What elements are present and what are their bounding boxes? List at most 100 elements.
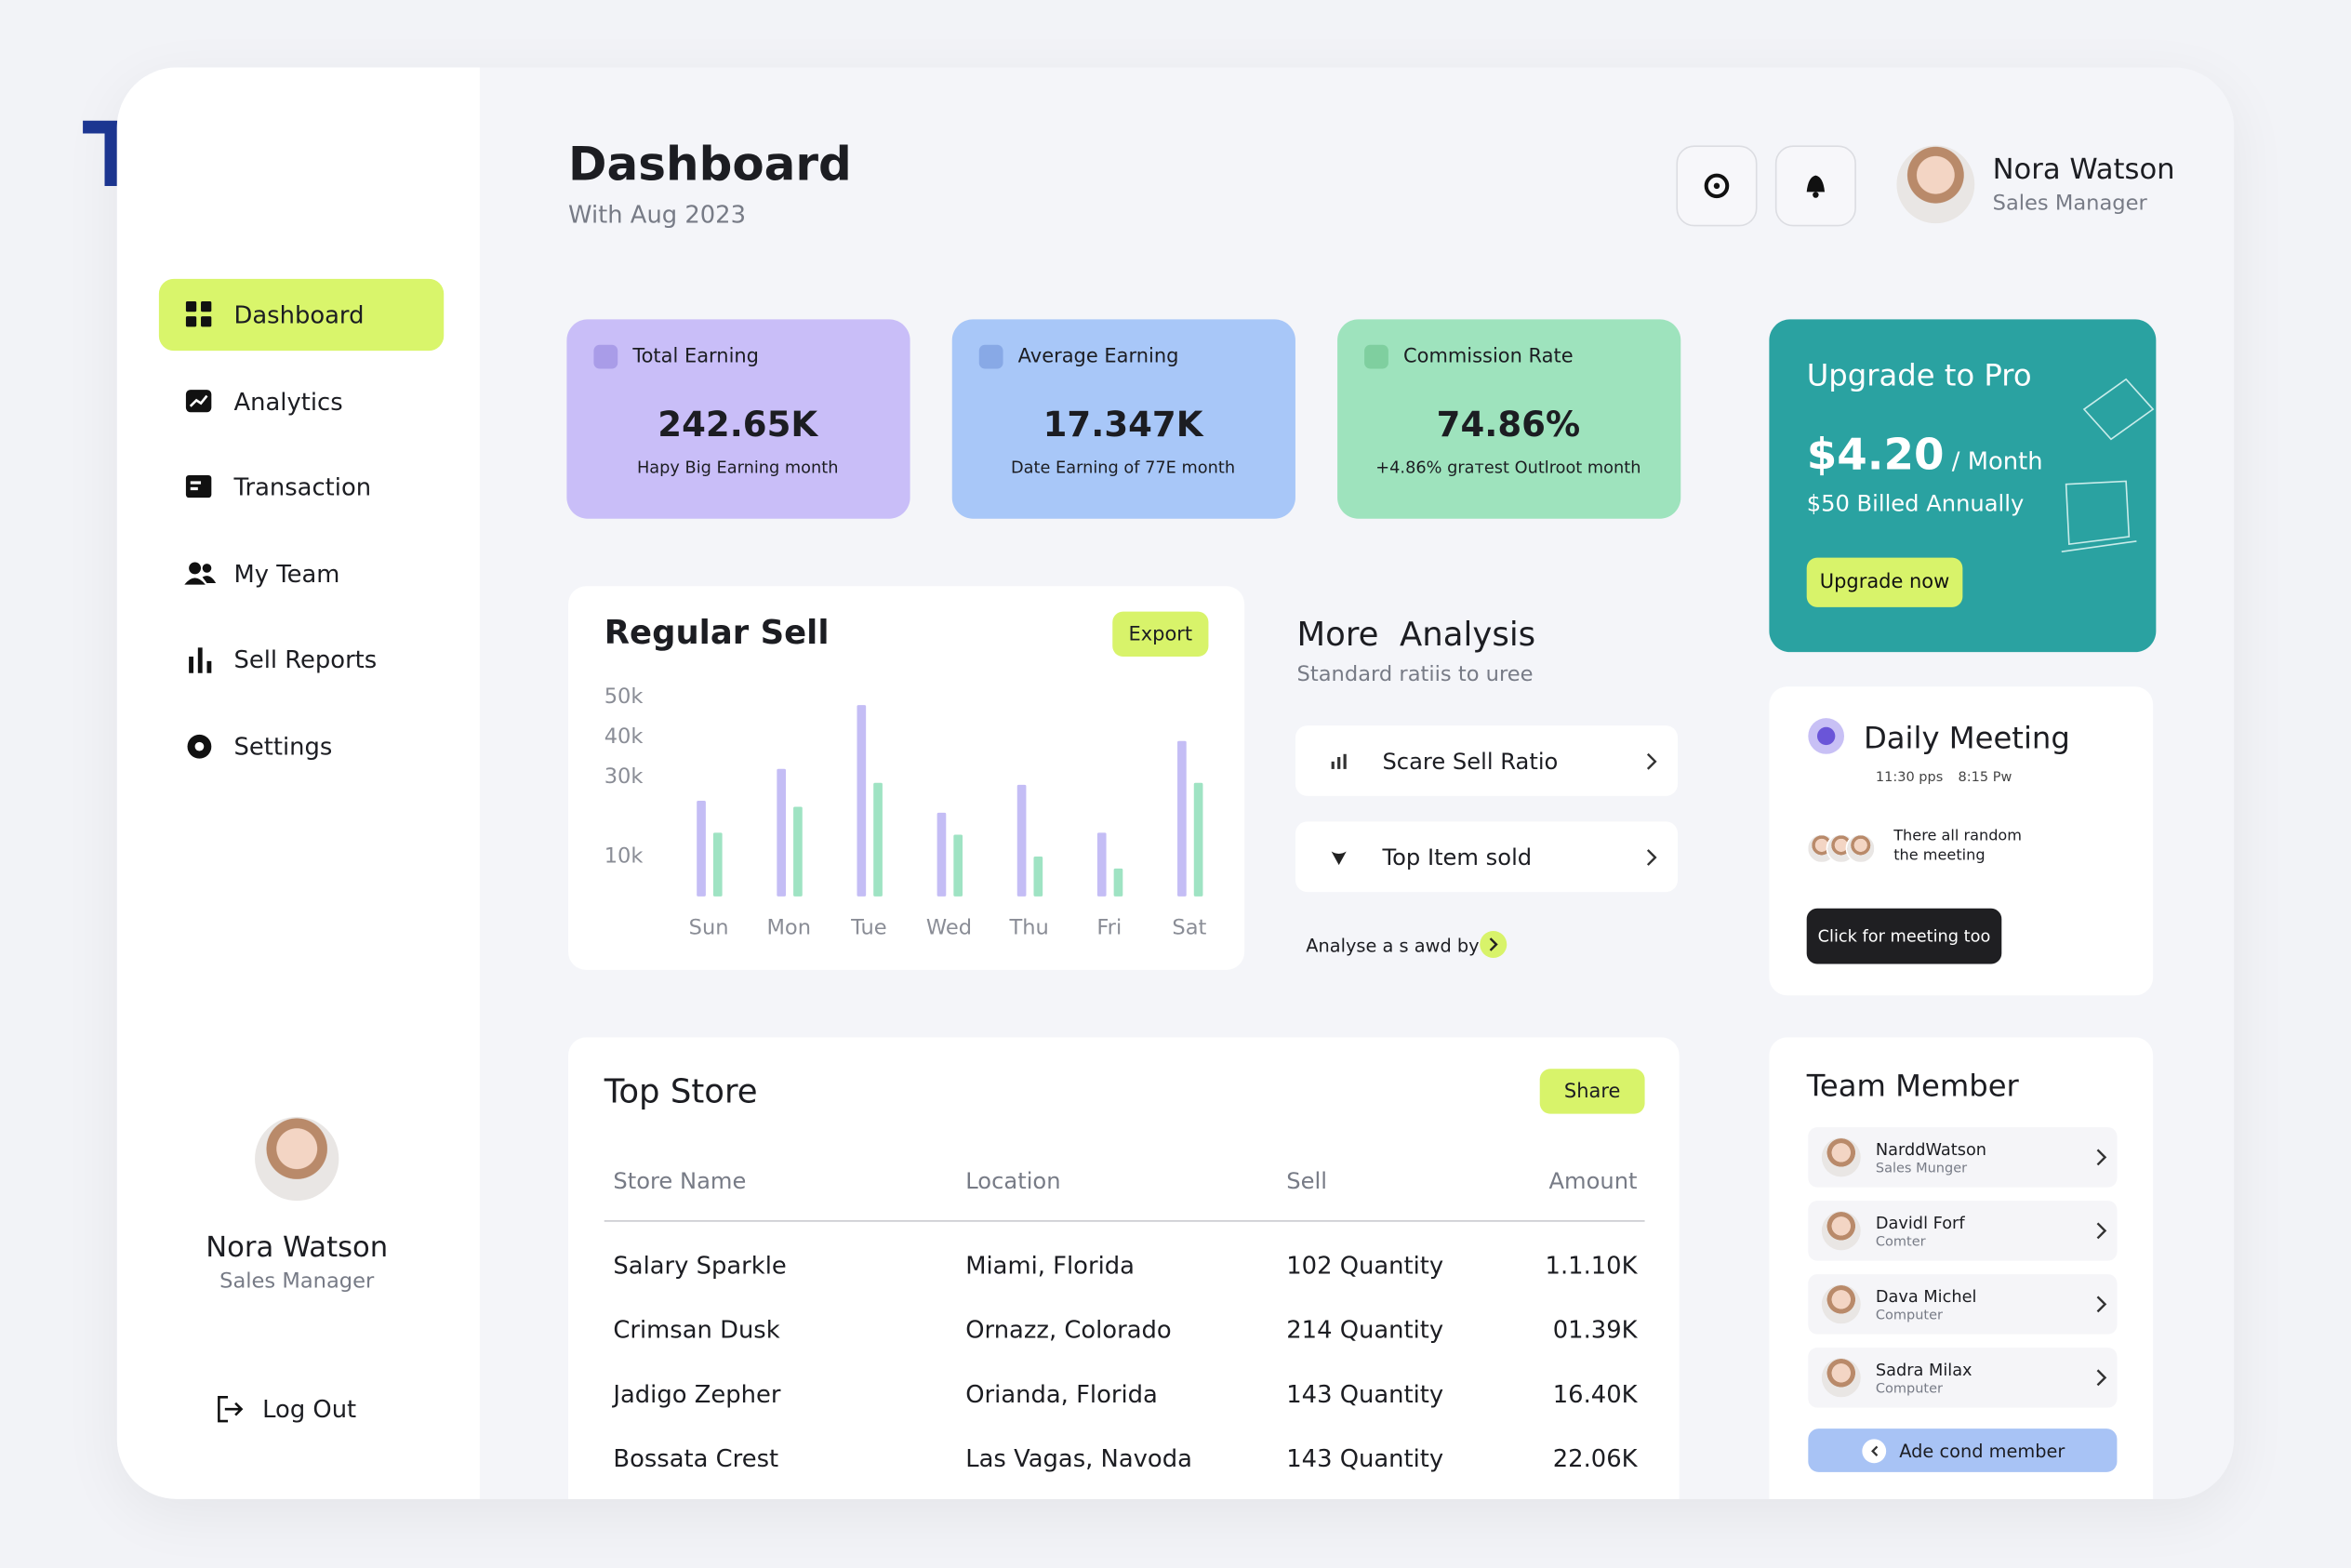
meeting-note: the meeting (1893, 847, 1986, 865)
member-row[interactable]: NarddWatson Sales Munger (1808, 1127, 2118, 1188)
bar (712, 832, 723, 897)
meeting-icon (1808, 718, 1845, 754)
sidebar-avatar (255, 1116, 339, 1202)
page-title: Dashboard (568, 138, 852, 193)
member-name: NarddWatson (1875, 1139, 1987, 1160)
export-button[interactable]: Export (1112, 611, 1209, 658)
add-member-button[interactable]: Ade cond member (1808, 1428, 2118, 1472)
nav-item[interactable]: Sell Reports (233, 644, 378, 674)
bar (953, 834, 963, 897)
meeting-note: There all random (1893, 828, 2023, 845)
y-tick-label: 30k (604, 764, 644, 789)
stat-note: Date Earning of 77E month (1011, 458, 1236, 478)
meeting-avatar (1845, 833, 1876, 864)
stat-card: Total Earning 242.65K Hapy Big Earning m… (566, 319, 910, 519)
icon-reports (189, 647, 212, 673)
chart-title: Regular Sell (604, 614, 830, 652)
chevron (2096, 1149, 2107, 1166)
stat-label: Commission Rate (1403, 345, 1574, 368)
nav-item[interactable]: Settings (233, 732, 333, 762)
upgrade-card: Upgrade to Pro $4.20 / Month $50 Billed … (1769, 319, 2157, 653)
chevron-path (2096, 1222, 2107, 1240)
stat-value: 17.347K (1043, 405, 1203, 445)
x-tick-label: Thu (1008, 915, 1048, 939)
table-cell: 22.06K (1552, 1444, 1638, 1473)
meeting-time-start: 11:30 pps (1875, 770, 1944, 786)
table-cell: Las Vagas, Navoda (965, 1444, 1192, 1473)
table-cell: Miami, Florida (965, 1251, 1135, 1280)
nav-item[interactable]: Dashboard (233, 300, 365, 329)
y-tick-label: 10k (604, 844, 644, 869)
member-role: Computer (1875, 1309, 1944, 1324)
header-user-role: Sales Manager (1992, 192, 2147, 217)
share-button[interactable]: Share (1539, 1069, 1645, 1114)
y-tick-label: 50k (604, 684, 644, 709)
meeting-button[interactable]: Click for meeting too (1806, 908, 2002, 964)
upgrade-button[interactable]: Upgrade now (1806, 557, 1963, 607)
bar (777, 768, 787, 897)
y-tick-label: 40k (604, 724, 644, 749)
member-role: Sales Munger (1875, 1162, 1968, 1177)
table-cell: Ornazz, Colorado (965, 1315, 1172, 1345)
icon-button[interactable] (1774, 145, 1856, 227)
nav-item[interactable]: Analytics (233, 387, 343, 417)
upgrade-illustration (2061, 378, 2155, 552)
analysis-subtitle: Standard ratiis to uree (1296, 662, 1534, 687)
team-card: Team Member NarddWatson Sales Munger David… (1769, 1037, 2154, 1499)
x-tick-label: Sun (689, 915, 729, 939)
stat-icon (593, 344, 618, 369)
chevron (2096, 1296, 2107, 1313)
nav-item[interactable]: My Team (233, 560, 340, 589)
meeting-card: Daily Meeting 11:30 pps 8:15 Pw There al… (1769, 686, 2154, 996)
icon-add (1861, 1438, 1886, 1463)
icon-logout (218, 1396, 244, 1423)
table-cell: 102 Quantity (1286, 1251, 1444, 1280)
logout[interactable]: Log Out (262, 1394, 357, 1424)
upgrade-period: / Month (1951, 446, 2043, 475)
icon-team (184, 562, 217, 585)
member-role: Comter (1875, 1235, 1926, 1251)
stat-value: 74.86% (1436, 405, 1581, 445)
icon-settings (187, 734, 212, 759)
nav-item[interactable]: Transaction (233, 472, 372, 502)
member-name: Davidl Forf (1875, 1213, 1965, 1233)
analysis-link-icon[interactable] (1479, 929, 1508, 959)
stat-label: Total Earning (632, 345, 759, 368)
chevron-path (2096, 1296, 2107, 1313)
chevron-path (2096, 1149, 2107, 1166)
page-subtitle: With Aug 2023 (568, 200, 747, 229)
analysis-item[interactable]: Top Item sold (1295, 821, 1679, 893)
team-title: Team Member (1806, 1067, 2019, 1104)
chart-card: Regular Sell 50k 40k 30k 10k Sun Mon Tue Wed Thu… (568, 586, 1245, 970)
x-tick-label: Fri (1096, 915, 1122, 939)
member-row[interactable]: Davidl Forf Comter (1808, 1201, 2118, 1261)
column-header: Amount (1548, 1167, 1638, 1195)
member-row[interactable]: Sadra Milax Computer (1808, 1348, 2118, 1408)
analysis-item[interactable]: Scare Sell Ratio (1295, 725, 1679, 796)
chart: Regular Sell 50k 40k 30k 10k Sun Mon Tue Wed Thu… (604, 614, 1207, 939)
member-avatar (1821, 1137, 1861, 1177)
stat-icon (978, 344, 1003, 369)
chevron (1646, 752, 1657, 770)
bar (1033, 857, 1043, 897)
column-header: Location (965, 1167, 1061, 1195)
icon-transaction (185, 474, 212, 498)
table-cell: 16.40K (1552, 1379, 1638, 1409)
table-cell: Orianda, Florida (965, 1379, 1158, 1409)
stat-note: Hapy Big Earning month (636, 458, 839, 478)
table-cell: 1.1.10K (1545, 1251, 1638, 1280)
app-panel: Dashboard Analytics Transaction My Team … (116, 67, 2235, 1499)
member-row[interactable]: Dava Michel Computer (1808, 1274, 2118, 1335)
meeting-title: Daily Meeting (1863, 719, 2070, 756)
stat-value: 242.65K (657, 405, 818, 445)
nav-active[interactable] (158, 278, 445, 352)
bar (1177, 740, 1187, 897)
upgrade-title: Upgrade to Pro (1806, 356, 2032, 393)
column-header: Sell (1286, 1167, 1327, 1195)
chevron (2096, 1369, 2107, 1387)
x-tick-label: Tue (850, 915, 887, 939)
table-cell: Crimsan Dusk (613, 1315, 780, 1345)
icon-button[interactable] (1676, 145, 1758, 227)
analysis-link[interactable]: Analyse a s awd by (1306, 935, 1480, 957)
bar (1096, 832, 1107, 897)
